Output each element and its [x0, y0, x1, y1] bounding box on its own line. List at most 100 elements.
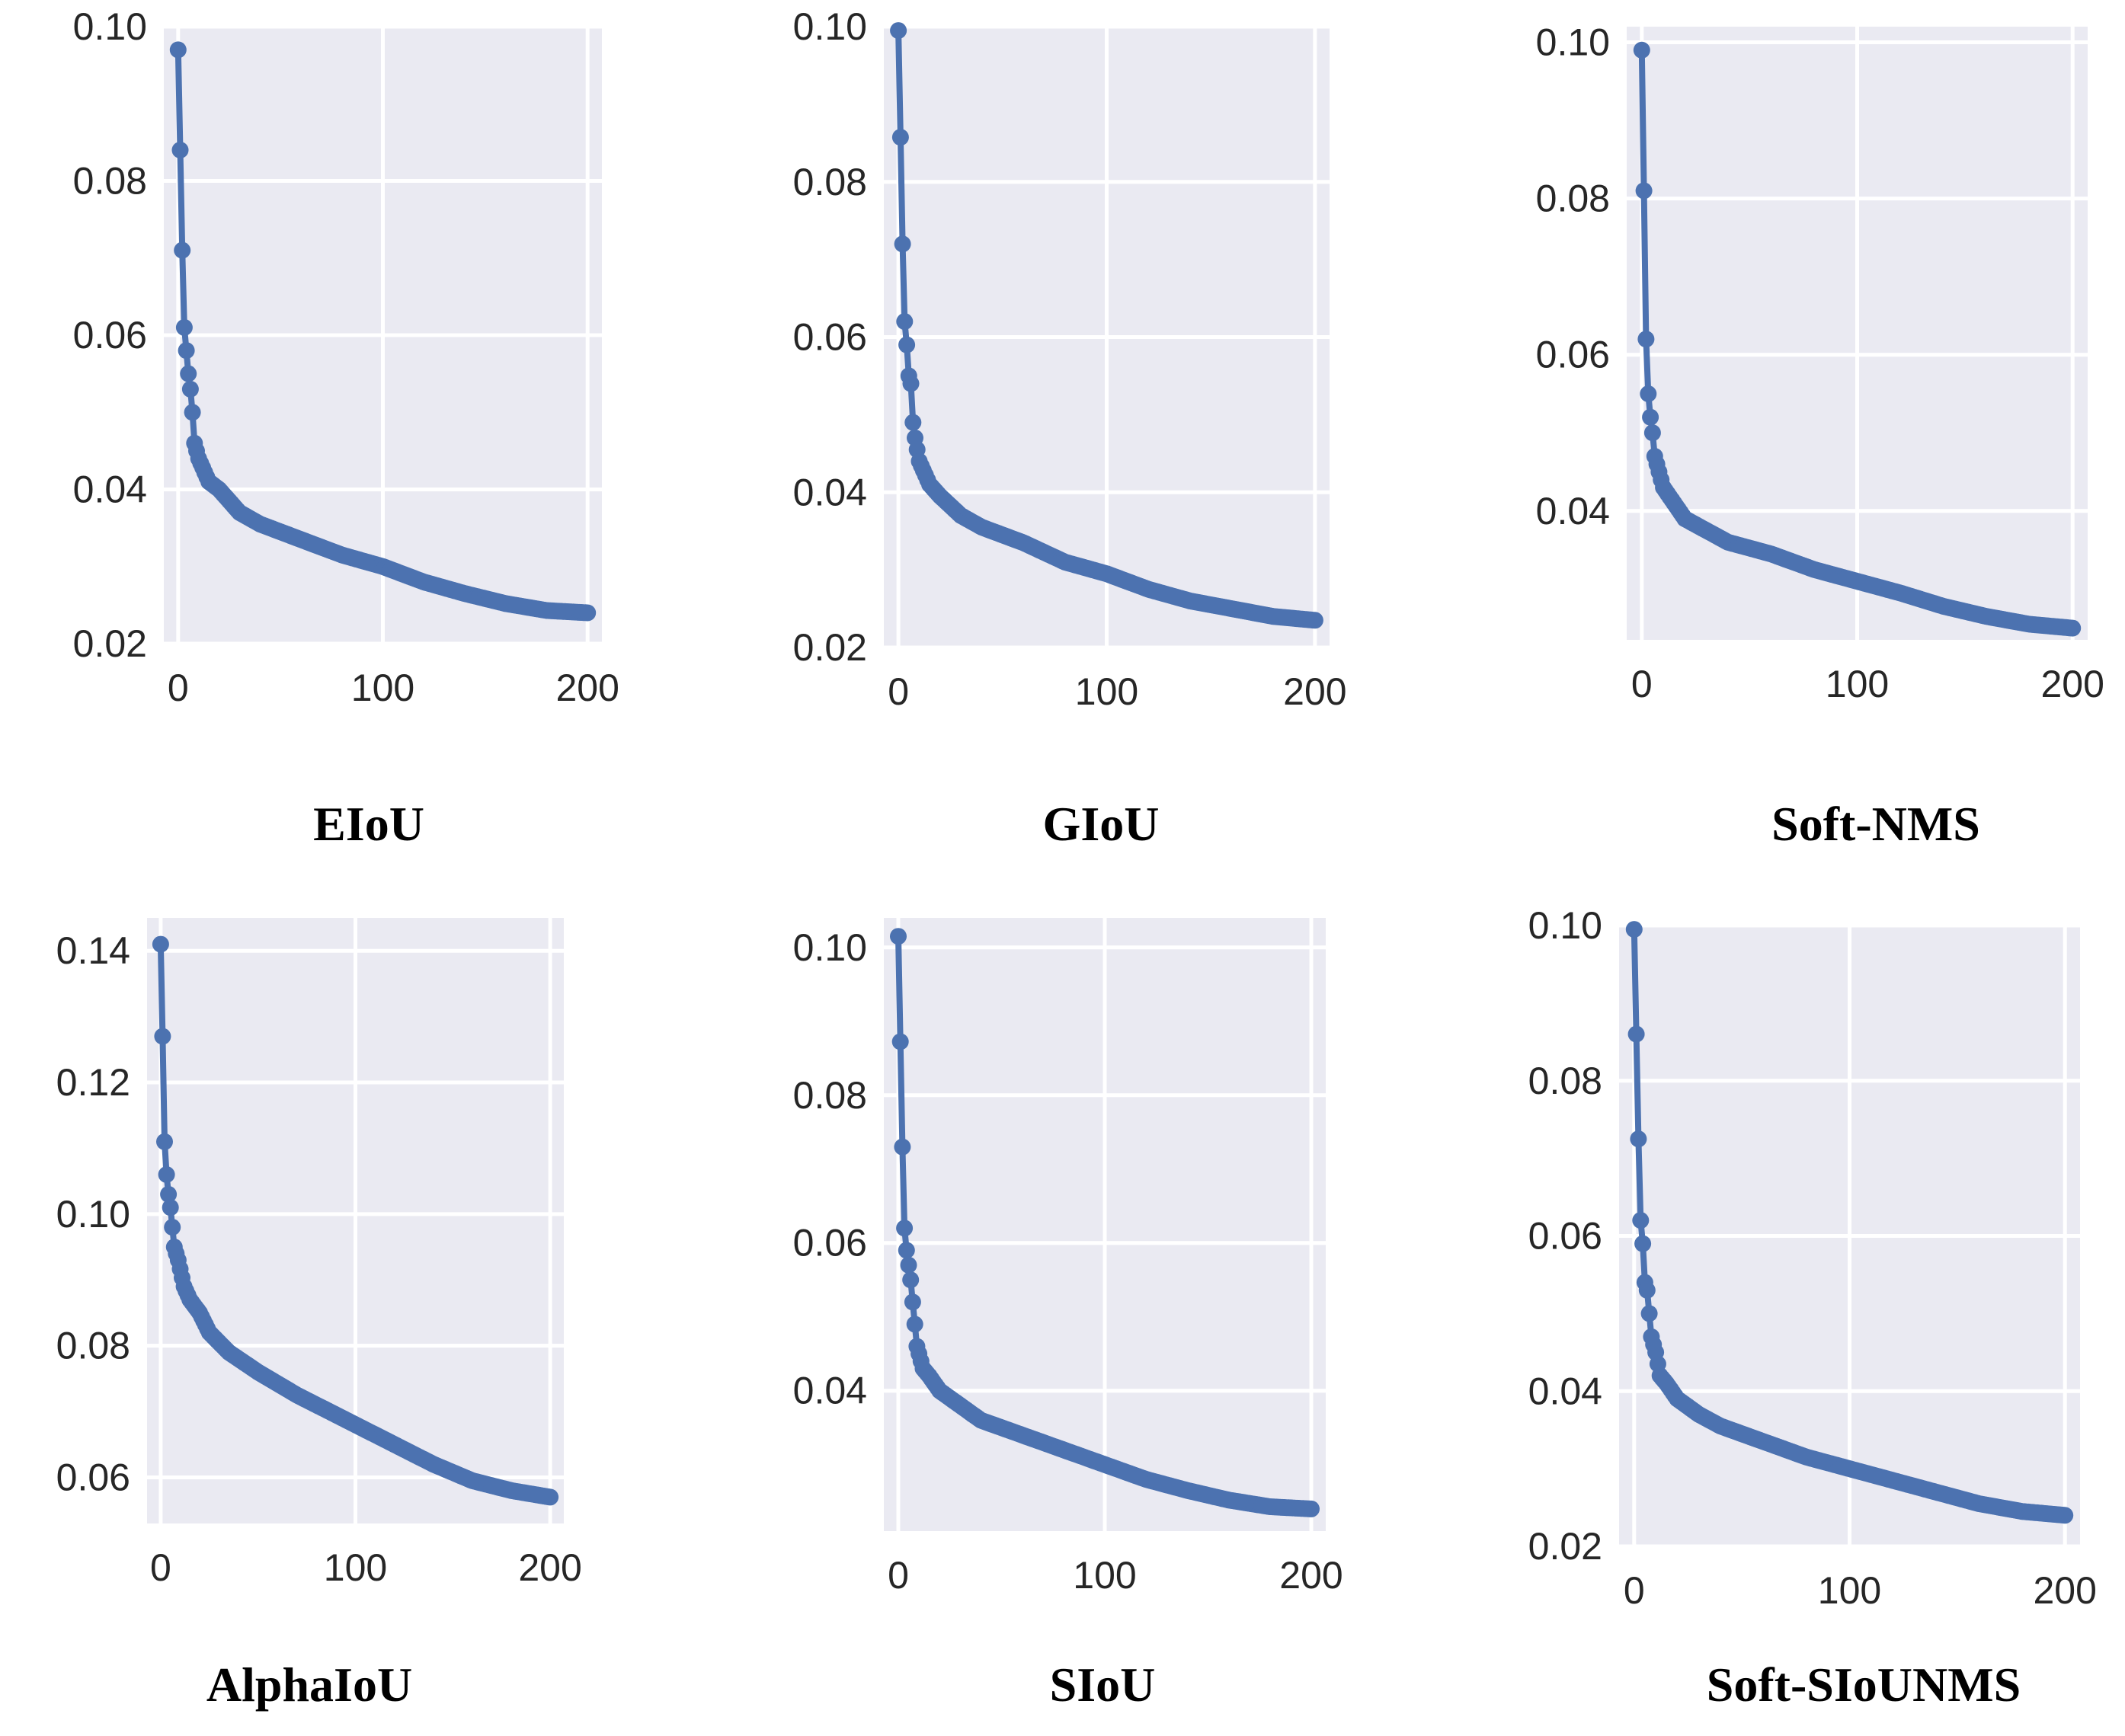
y-tick-label: 0.08: [56, 1325, 130, 1367]
x-tick-label: 200: [2040, 663, 2104, 705]
y-tick-label: 0.04: [793, 471, 867, 513]
x-tick-label: 0: [168, 667, 189, 709]
data-point: [181, 380, 199, 398]
y-tick-label: 0.10: [56, 1193, 130, 1236]
y-tick-label: 0.08: [793, 161, 867, 203]
x-tick-label: 200: [1283, 670, 1346, 713]
data-point: [894, 1138, 911, 1156]
data-point: [1643, 424, 1661, 442]
y-tick-label: 0.08: [1528, 1060, 1602, 1102]
data-point: [175, 318, 193, 336]
data-point: [164, 1219, 181, 1236]
data-point: [1303, 1500, 1320, 1517]
chart-siou: 0.04 0.06 0.08 0.10 0 100 200 SIoU: [793, 918, 1343, 1712]
chart-alphaiou: 0.06 0.08 0.10 0.12 0.14 0 100 200 AlphaIoU: [56, 918, 582, 1712]
y-tick-label: 0.08: [1536, 177, 1610, 220]
data-point: [891, 129, 909, 146]
data-point: [890, 22, 907, 40]
panel-caption-soft-nms: Soft-NMS: [1771, 797, 1980, 851]
data-point: [896, 313, 914, 331]
chart-giou: 0.02 0.04 0.06 0.08 0.10 0 100 200 GIoU: [793, 5, 1347, 851]
x-tick-label: 100: [1826, 663, 1889, 705]
y-tick-label: 0.04: [793, 1370, 867, 1412]
data-point: [2064, 619, 2082, 637]
data-point: [1642, 408, 1659, 426]
data-point: [902, 375, 920, 392]
x-tick-label: 100: [351, 667, 414, 709]
data-point: [180, 365, 197, 382]
y-tick-label: 0.06: [793, 1222, 867, 1264]
y-tick-label: 0.10: [73, 5, 147, 48]
y-tick-label: 0.06: [56, 1456, 130, 1499]
x-tick-label: 0: [1624, 1569, 1645, 1612]
y-tick-label: 0.04: [1528, 1370, 1602, 1412]
data-point: [162, 1199, 179, 1216]
x-tick-label: 200: [555, 667, 619, 709]
chart-soft-siounms: 0.02 0.04 0.06 0.08 0.10 0 100 200 Soft-SIoUNMS: [1528, 904, 2097, 1712]
x-tick-label: 0: [1631, 663, 1653, 705]
data-point: [579, 604, 597, 622]
x-tick-label: 100: [324, 1546, 387, 1589]
data-point: [174, 241, 191, 259]
x-tick-label: 100: [1818, 1569, 1881, 1612]
x-tick-label: 200: [518, 1546, 581, 1589]
data-point: [1637, 331, 1655, 348]
data-point: [160, 1185, 178, 1203]
data-point: [184, 404, 201, 421]
data-point: [904, 414, 922, 431]
y-tick-label: 0.08: [73, 160, 147, 203]
data-point: [898, 1242, 915, 1259]
data-point: [898, 336, 916, 353]
data-point: [542, 1488, 559, 1506]
data-point: [1638, 1281, 1656, 1299]
data-point: [152, 935, 169, 953]
y-tick-label: 0.06: [1536, 334, 1610, 376]
data-point: [154, 1028, 171, 1045]
data-point: [1640, 385, 1657, 402]
panel-caption-giou: GIoU: [1043, 797, 1160, 851]
x-tick-label: 100: [1075, 670, 1138, 713]
data-point: [178, 342, 195, 360]
data-point: [169, 41, 187, 59]
y-tick-label: 0.06: [73, 314, 147, 356]
data-point: [890, 928, 907, 945]
data-point: [1633, 41, 1650, 59]
data-point: [1640, 1305, 1658, 1322]
data-point: [902, 1271, 920, 1289]
y-tick-label: 0.12: [56, 1061, 130, 1104]
chart-soft-nms: 0.04 0.06 0.08 0.10 0 100 200 Soft-NMS: [1536, 21, 2104, 851]
x-tick-label: 100: [1073, 1554, 1136, 1597]
data-point: [171, 142, 189, 158]
panel-caption-alphaiou: AlphaIoU: [206, 1658, 412, 1712]
panel-caption-soft-siounms: Soft-SIoUNMS: [1707, 1658, 2021, 1712]
data-point: [1627, 1025, 1645, 1043]
x-tick-label: 200: [2033, 1569, 2096, 1612]
x-tick-label: 0: [150, 1546, 171, 1589]
y-tick-label: 0.06: [793, 316, 867, 359]
panel-caption-eiou: EIoU: [313, 797, 424, 851]
y-tick-label: 0.06: [1528, 1215, 1602, 1258]
data-point: [900, 1256, 917, 1274]
data-point: [158, 1166, 175, 1183]
data-point: [906, 1316, 923, 1333]
x-tick-label: 0: [888, 1554, 909, 1597]
y-tick-label: 0.10: [1528, 904, 1602, 947]
y-tick-label: 0.14: [56, 929, 130, 972]
data-point: [1634, 1235, 1652, 1252]
data-point: [2056, 1507, 2074, 1524]
y-tick-label: 0.02: [1528, 1525, 1602, 1568]
y-tick-label: 0.04: [73, 468, 147, 511]
data-point: [904, 1293, 921, 1311]
data-point: [1630, 1130, 1647, 1148]
data-point: [156, 1133, 173, 1150]
data-point: [896, 1220, 914, 1237]
data-point: [1306, 612, 1323, 629]
y-tick-label: 0.10: [1536, 21, 1610, 64]
data-point: [1632, 1212, 1650, 1229]
data-point: [1625, 921, 1643, 938]
y-tick-label: 0.10: [793, 926, 867, 969]
data-point: [894, 235, 911, 253]
x-tick-label: 0: [888, 670, 909, 713]
y-tick-label: 0.04: [1536, 490, 1610, 532]
